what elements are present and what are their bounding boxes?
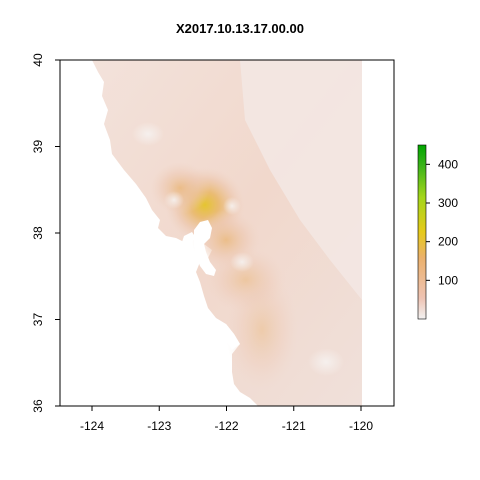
x-axis: -124 -123 -122 -121 -120 [80, 406, 373, 433]
legend-tick-label: 400 [438, 157, 458, 171]
pale-spot [132, 122, 164, 146]
x-tick-label: -121 [282, 419, 306, 433]
pale-spot [223, 197, 241, 215]
y-tick-label: 38 [31, 226, 45, 240]
coastal-band [226, 270, 298, 390]
pale-spot [230, 252, 254, 272]
x-tick-label: -122 [214, 419, 238, 433]
bay-water [194, 220, 216, 276]
y-axis: 36 37 38 39 40 [31, 53, 60, 413]
legend-colorbar [417, 144, 427, 320]
pale-spot [164, 191, 184, 209]
raster-layer [92, 60, 362, 406]
x-tick-label: -120 [349, 419, 373, 433]
bay-water [182, 232, 196, 244]
inland-tint [240, 60, 362, 300]
y-tick-label: 40 [31, 53, 45, 67]
legend-tick-label: 100 [438, 273, 458, 287]
y-tick-label: 37 [31, 313, 45, 327]
pale-spot [308, 348, 344, 376]
color-legend: 100 200 300 400 [417, 144, 458, 320]
y-tick-label: 36 [31, 399, 45, 413]
legend-ticks: 100 200 300 400 [426, 157, 458, 287]
legend-tick-label: 200 [438, 235, 458, 249]
legend-tick-label: 300 [438, 196, 458, 210]
monterey-bay [226, 324, 240, 350]
y-tick-label: 39 [31, 140, 45, 154]
plot-title: X2017.10.13.17.00.00 [176, 21, 304, 36]
x-tick-label: -123 [147, 419, 171, 433]
x-tick-label: -124 [80, 419, 104, 433]
